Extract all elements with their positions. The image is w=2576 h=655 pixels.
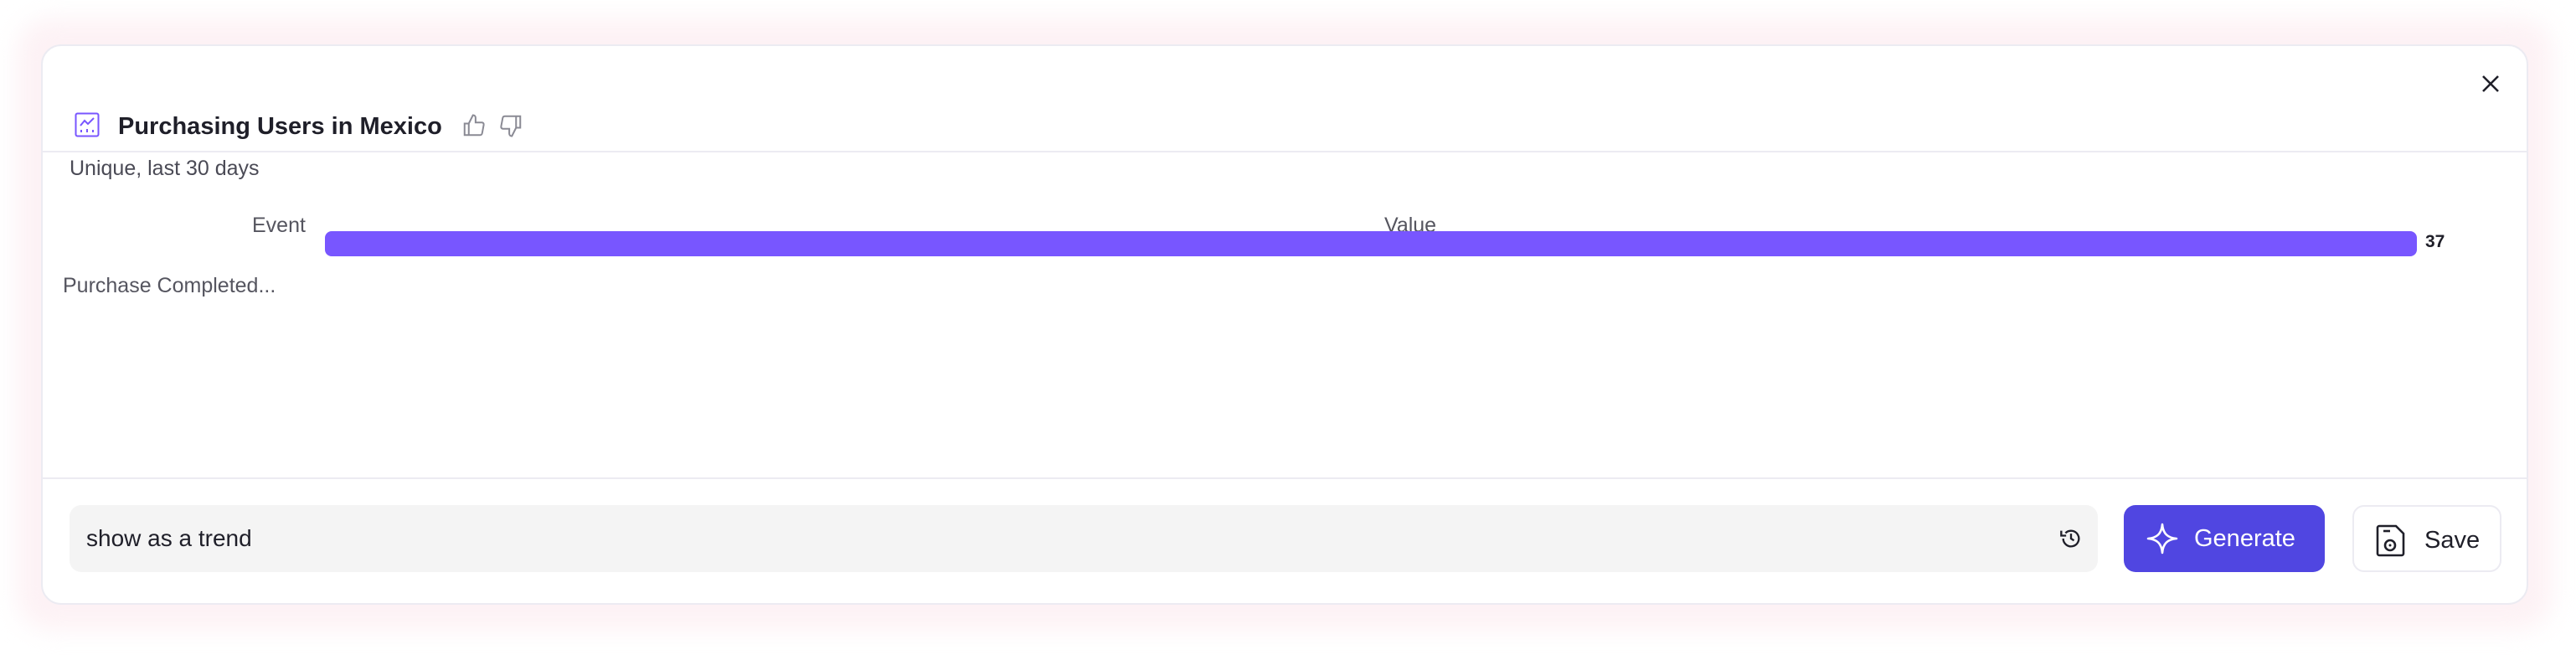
card-title: Purchasing Users in Mexico <box>118 113 442 140</box>
line-chart-icon <box>75 112 100 137</box>
history-icon[interactable] <box>2059 527 2083 550</box>
save-button[interactable]: Save <box>2352 505 2501 572</box>
insight-card: Purchasing Users in Mexico Unique, last … <box>41 44 2528 605</box>
header-divider <box>43 151 2527 152</box>
close-icon[interactable] <box>2480 73 2501 95</box>
save-label: Save <box>2424 527 2481 554</box>
card-subtitle: Unique, last 30 days <box>70 157 260 180</box>
sparkle-icon <box>2146 523 2178 554</box>
footer-divider <box>43 477 2527 479</box>
prompt-input-value[interactable]: show as a trend <box>86 525 252 551</box>
save-file-icon <box>2376 524 2405 557</box>
prompt-input[interactable]: show as a trend <box>70 505 2098 572</box>
bar[interactable] <box>325 231 2417 256</box>
column-header-event: Event <box>252 214 306 237</box>
generate-button[interactable]: Generate <box>2124 505 2325 572</box>
bar-label: Purchase Completed... <box>63 274 276 297</box>
thumbs-down-icon[interactable] <box>498 113 523 138</box>
bar-value-label: 37 <box>2425 232 2445 251</box>
thumbs-up-icon[interactable] <box>461 113 487 138</box>
generate-label: Generate <box>2194 525 2295 552</box>
